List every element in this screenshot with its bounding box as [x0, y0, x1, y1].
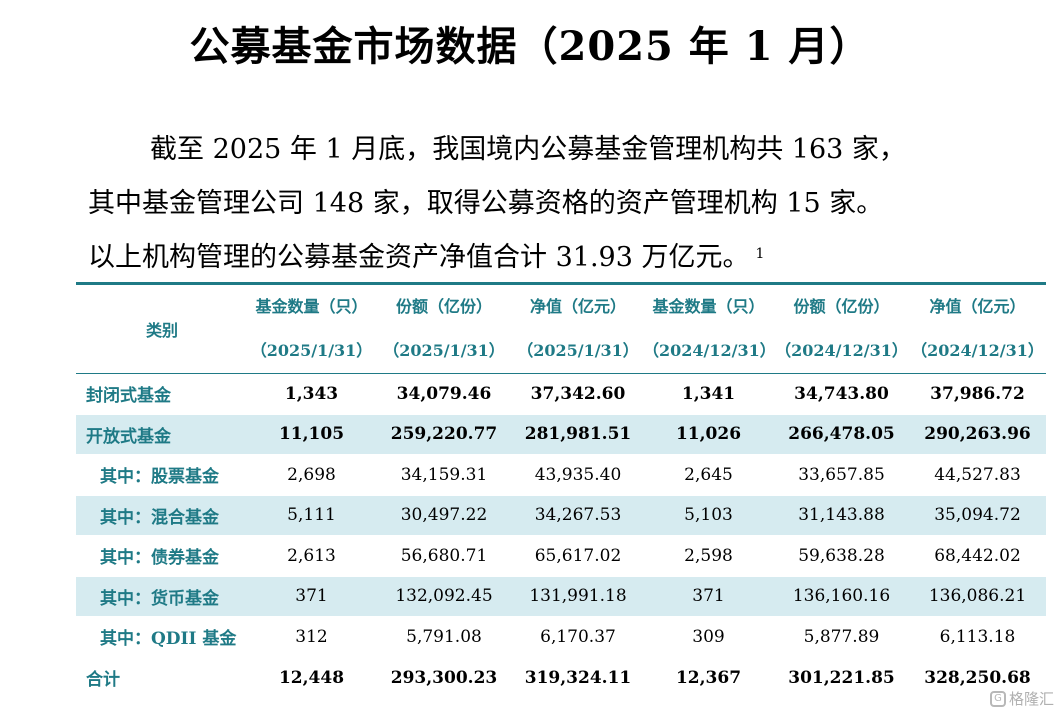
fund-data-table: 类别 基金数量（只） 份额（亿份） 净值（亿元） 基金数量（只） 份额（亿份） …: [76, 282, 1046, 698]
table-cell: 43,935.40: [513, 454, 643, 495]
header-date-5: （2024/12/31）: [775, 341, 908, 360]
table-cell: 37,342.60: [513, 373, 643, 414]
table-row: 其中：QDII 基金 312 5,791.08 6,170.37 309 5,877.89…: [76, 616, 1046, 657]
table-cell: 5,791.08: [375, 616, 513, 657]
row-category: 开放式基金: [76, 413, 248, 455]
table-cell: 34,079.46: [375, 373, 513, 414]
table-cell: 371: [643, 575, 774, 617]
header-col-2: 份额（亿份）: [395, 297, 492, 316]
table-cell: 12,367: [643, 656, 774, 698]
paragraph-line-3-text: 以上机构管理的公募基金资产净值合计 31.93 万亿元。: [88, 242, 750, 273]
table-row: 开放式基金 11,105 259,220.77 281,981.51 11,026 266…: [76, 413, 1046, 455]
table-cell: 259,220.77: [375, 413, 513, 455]
header-col-6: 净值（亿元）: [929, 297, 1026, 316]
row-category: 合计: [76, 656, 248, 698]
header-date-1: （2025/1/31）: [250, 341, 373, 360]
header-category: 类别: [145, 321, 178, 340]
table-cell: 31,143.88: [774, 494, 909, 536]
table-row: 封闭式基金 1,343 34,079.46 37,342.60 1,341 34,743.…: [76, 373, 1046, 414]
table-cell: 132,092.45: [375, 575, 513, 617]
page-title: 公募基金市场数据（2025 年 1 月）: [189, 23, 871, 70]
table-top-rule: [76, 282, 1046, 285]
table-cell: 281,981.51: [513, 413, 643, 455]
table-cell: 1,341: [643, 373, 774, 414]
gelonghui-logo-icon: G: [989, 690, 1006, 707]
header-date-3: （2025/1/31）: [517, 341, 639, 360]
table-row: 其中：债券基金 2,613 56,680.71 65,617.02 2,598 59,63…: [76, 535, 1046, 576]
table-cell: 301,221.85: [774, 656, 909, 698]
table-cell: 2,698: [248, 454, 375, 495]
table-cell: 44,527.83: [909, 454, 1046, 495]
table-cell: 6,170.37: [513, 616, 643, 657]
table-row: 其中：货币基金 371 132,092.45 131,991.18 371 136,160…: [76, 575, 1046, 617]
table-cell: 266,478.05: [774, 413, 909, 455]
row-category: 其中：债券基金: [76, 535, 248, 576]
table-cell: 290,263.96: [909, 413, 1046, 455]
table-cell: 5,877.89: [774, 616, 909, 657]
table-cell: 136,160.16: [774, 575, 909, 617]
table-cell: 309: [643, 616, 774, 657]
paragraph-line-3: 以上机构管理的公募基金资产净值合计 31.93 万亿元。 1: [88, 242, 988, 274]
table-row: 其中：股票基金 2,698 34,159.31 43,935.40 2,645 33,65…: [76, 454, 1046, 495]
table-cell: 6,113.18: [909, 616, 1046, 657]
table-cell: 34,743.80: [774, 373, 909, 414]
header-date-4: （2024/12/31）: [643, 341, 776, 360]
table-cell: 2,613: [248, 535, 375, 576]
table-cell: 35,094.72: [909, 494, 1046, 536]
table-row: 其中：混合基金 5,111 30,497.22 34,267.53 5,103 31,14…: [76, 494, 1046, 536]
footnote-mark: 1: [755, 246, 765, 262]
table-cell: 328,250.68: [909, 656, 1046, 698]
row-category: 封闭式基金: [76, 373, 248, 414]
table-cell: 59,638.28: [774, 535, 909, 576]
row-category: 其中：混合基金: [76, 494, 248, 536]
table-cell: 11,026: [643, 413, 774, 455]
table-cell: 34,267.53: [513, 494, 643, 536]
paragraph-line-1: 截至 2025 年 1 月底，我国境内公募基金管理机构共 163 家，: [150, 134, 906, 165]
table-row: 合计 12,448 293,300.23 319,324.11 12,367 301,22…: [76, 656, 1046, 698]
table-cell: 68,442.02: [909, 535, 1046, 576]
table-cell: 319,324.11: [513, 656, 643, 698]
table-cell: 5,103: [643, 494, 774, 536]
table-cell: 131,991.18: [513, 575, 643, 617]
table-cell: 1,343: [248, 373, 375, 414]
header-col-5: 份额（亿份）: [793, 297, 890, 316]
watermark-text: 格隆汇: [1008, 690, 1054, 708]
header-col-4: 基金数量（只）: [652, 297, 765, 316]
table-cell: 33,657.85: [774, 454, 909, 495]
table-cell: 34,159.31: [375, 454, 513, 495]
header-date-6: （2024/12/31）: [911, 341, 1044, 360]
row-category: 其中：股票基金: [76, 454, 248, 495]
row-category: 其中：货币基金: [76, 575, 248, 617]
table-cell: 312: [248, 616, 375, 657]
table-cell: 136,086.21: [909, 575, 1046, 617]
table-cell: 65,617.02: [513, 535, 643, 576]
row-category: 其中：QDII 基金: [76, 616, 248, 657]
table-cell: 293,300.23: [375, 656, 513, 698]
table-cell: 11,105: [248, 413, 375, 455]
watermark: G 格隆汇: [989, 688, 1054, 709]
header-col-3: 净值（亿元）: [529, 297, 626, 316]
table-cell: 2,598: [643, 535, 774, 576]
table-cell: 37,986.72: [909, 373, 1046, 414]
table-cell: 2,645: [643, 454, 774, 495]
header-col-1: 基金数量（只）: [255, 297, 368, 316]
table-cell: 30,497.22: [375, 494, 513, 536]
table-cell: 12,448: [248, 656, 375, 698]
header-date-2: （2025/1/31）: [383, 341, 505, 360]
table-cell: 56,680.71: [375, 535, 513, 576]
table-cell: 5,111: [248, 494, 375, 536]
table-cell: 371: [248, 575, 375, 617]
paragraph-line-2: 其中基金管理公司 148 家，取得公募资格的资产管理机构 15 家。: [88, 188, 884, 219]
